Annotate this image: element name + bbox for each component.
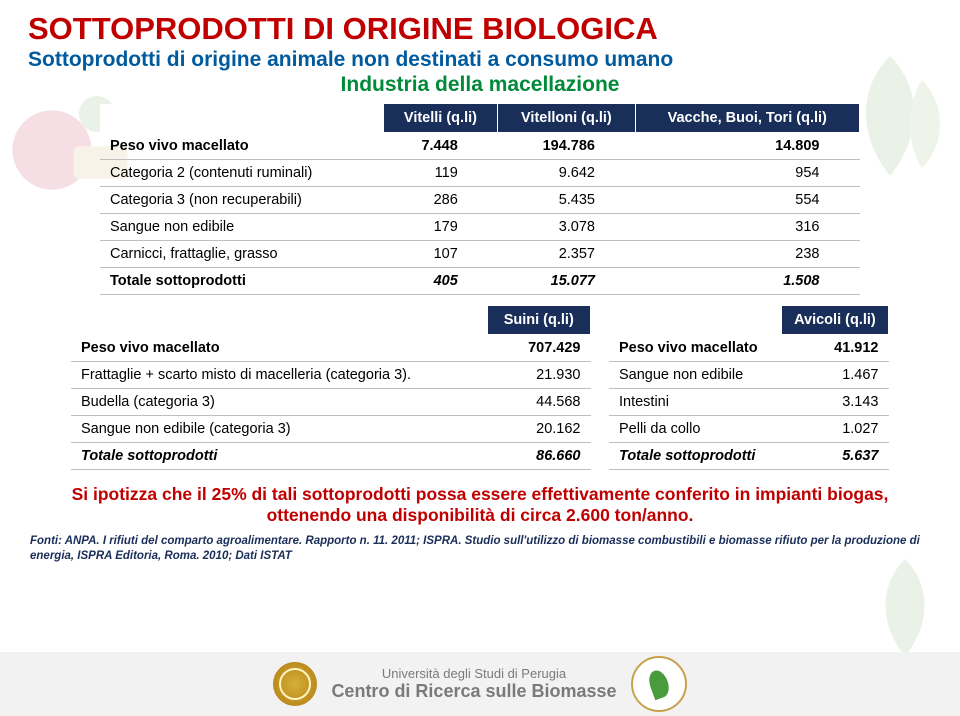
row-value: 21.930 [487,362,591,389]
table-header: Avicoli (q.li) [781,306,888,335]
row-label: Frattaglie + scarto misto di macelleria … [71,362,487,389]
table-bovine: Vitelli (q.li) Vitelloni (q.li) Vacche, … [100,103,860,295]
row-value: 1.467 [781,362,888,389]
row-label: Totale sottoprodotti [609,443,781,470]
row-label: Carnicci, frattaglie, grasso [100,241,383,268]
footer-bar: Università degli Studi di Perugia Centro… [0,652,960,716]
row-value: 7.448 [383,133,498,160]
row-value: 1.508 [635,268,860,295]
table-row: Peso vivo macellato7.448194.78614.809 [100,133,860,160]
row-value: 2.357 [498,241,635,268]
footer-line1: Università degli Studi di Perugia [331,666,616,681]
row-value: 9.642 [498,160,635,187]
footer-line2: Centro di Ricerca sulle Biomasse [331,681,616,702]
row-value: 3.143 [781,389,888,416]
subtitle-green: Industria della macellazione [28,73,932,97]
table-row: Totale sottoprodotti5.637 [609,443,889,470]
table-header: Suini (q.li) [487,306,591,335]
row-value: 554 [635,187,860,214]
university-crest-icon [273,662,317,706]
table-row: Totale sottoprodotti86.660 [71,443,591,470]
table-header: Vitelli (q.li) [383,104,498,133]
row-label: Sangue non edibile (categoria 3) [71,416,487,443]
row-label: Peso vivo macellato [609,335,781,362]
row-label: Totale sottoprodotti [71,443,487,470]
row-value: 86.660 [487,443,591,470]
row-label: Pelli da collo [609,416,781,443]
table-row: Categoria 3 (non recuperabili)2865.43555… [100,187,860,214]
row-value: 20.162 [487,416,591,443]
table-row: Categoria 2 (contenuti ruminali)1199.642… [100,160,860,187]
table-header-blank [100,104,383,133]
row-value: 5.637 [781,443,888,470]
row-value: 954 [635,160,860,187]
table-row: Frattaglie + scarto misto di macelleria … [71,362,591,389]
table-row: Sangue non edibile1793.078316 [100,214,860,241]
row-value: 15.077 [498,268,635,295]
row-value: 44.568 [487,389,591,416]
row-value: 179 [383,214,498,241]
table-row: Totale sottoprodotti40515.0771.508 [100,268,860,295]
page-title: SOTTOPRODOTTI DI ORIGINE BIOLOGICA [28,12,932,46]
crb-logo-icon [631,656,687,712]
table-row: Intestini3.143 [609,389,889,416]
row-label: Peso vivo macellato [100,133,383,160]
table-header: Vitelloni (q.li) [498,104,635,133]
row-value: 41.912 [781,335,888,362]
table-row: Budella (categoria 3)44.568 [71,389,591,416]
table-row: Carnicci, frattaglie, grasso1072.357238 [100,241,860,268]
row-value: 707.429 [487,335,591,362]
row-value: 316 [635,214,860,241]
table-row: Sangue non edibile (categoria 3)20.162 [71,416,591,443]
row-value: 3.078 [498,214,635,241]
table-avicoli: Avicoli (q.li) Peso vivo macellato41.912… [609,305,889,470]
row-value: 107 [383,241,498,268]
row-value: 119 [383,160,498,187]
row-value: 286 [383,187,498,214]
row-label: Categoria 3 (non recuperabili) [100,187,383,214]
table-header-blank [71,306,487,335]
row-value: 238 [635,241,860,268]
row-value: 14.809 [635,133,860,160]
subtitle-blue: Sottoprodotti di origine animale non des… [28,48,932,71]
table-row: Peso vivo macellato41.912 [609,335,889,362]
hypothesis-note: Si ipotizza che il 25% di tali sottoprod… [28,480,932,530]
row-label: Budella (categoria 3) [71,389,487,416]
row-value: 1.027 [781,416,888,443]
row-label: Categoria 2 (contenuti ruminali) [100,160,383,187]
table-row: Pelli da collo1.027 [609,416,889,443]
row-label: Intestini [609,389,781,416]
source-citation: Fonti: ANPA. I rifiuti del comparto agro… [28,530,932,563]
table-row: Sangue non edibile1.467 [609,362,889,389]
table-suini: Suini (q.li) Peso vivo macellato707.429F… [71,305,591,470]
table-header: Vacche, Buoi, Tori (q.li) [635,104,860,133]
table-header-blank [609,306,781,335]
table-row: Peso vivo macellato707.429 [71,335,591,362]
row-label: Totale sottoprodotti [100,268,383,295]
row-label: Sangue non edibile [609,362,781,389]
row-label: Peso vivo macellato [71,335,487,362]
row-label: Sangue non edibile [100,214,383,241]
row-value: 405 [383,268,498,295]
row-value: 5.435 [498,187,635,214]
row-value: 194.786 [498,133,635,160]
